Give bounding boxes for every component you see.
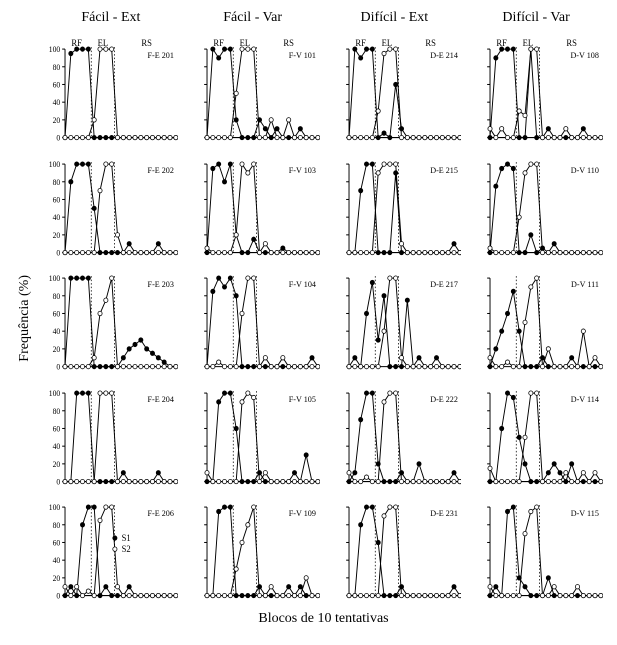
svg-text:60: 60 [53,195,61,204]
svg-text:EL: EL [98,38,109,48]
panel: F-V 103 [186,150,320,259]
svg-text:0: 0 [56,363,60,372]
svg-text:0: 0 [56,592,60,601]
svg-text:0: 0 [56,133,60,142]
svg-text:RS: RS [425,38,436,48]
svg-text:100: 100 [49,389,61,398]
panel: F-V 105 [186,379,320,488]
panel: D-V 110 [469,150,603,259]
svg-text:F-E 203: F-E 203 [148,280,174,289]
panel: F-V 104 [186,264,320,373]
panel: RFELRSD-V 108 [469,35,603,144]
svg-text:F-V 101: F-V 101 [289,51,316,60]
svg-text:EL: EL [239,38,250,48]
svg-text:F-E 204: F-E 204 [148,395,175,404]
svg-text:EL: EL [523,38,534,48]
svg-text:100: 100 [49,503,61,512]
svg-text:20: 20 [53,230,61,239]
panel: 0 20 40 60 80 100 F-E 202 [44,150,178,259]
svg-text:RS: RS [141,38,152,48]
svg-text:RS: RS [283,38,294,48]
col-header: Fácil - Ext [40,10,182,32]
svg-text:40: 40 [53,327,61,336]
svg-text:S1: S1 [122,533,131,543]
panel: 020406080100RFELRSF-E 201 [44,35,178,144]
panel: F-V 109 [186,493,320,602]
panel: D-E 215 [328,150,462,259]
svg-text:F-V 105: F-V 105 [289,395,316,404]
panel: RF EL RS F-V 101 [186,35,320,144]
y-axis-label: Frequência (%) [17,275,33,362]
svg-text:D-V 111: D-V 111 [571,280,599,289]
panel: 0 20 40 60 80 100 F-E 204 [44,379,178,488]
panel: 0 20 40 60 80 100 F-E 203 [44,264,178,373]
svg-text:F-E 206: F-E 206 [148,509,174,518]
svg-text:80: 80 [53,177,61,186]
col-header: Difícil - Ext [324,10,466,32]
svg-text:F-V 103: F-V 103 [289,166,316,175]
svg-text:60: 60 [53,424,61,433]
svg-text:RS: RS [567,38,578,48]
svg-text:80: 80 [53,292,61,301]
svg-text:D-V 110: D-V 110 [571,166,599,175]
svg-text:100: 100 [49,160,61,169]
panel: RF EL RS D-E 214 [328,35,462,144]
svg-text:0: 0 [56,248,60,257]
svg-text:20: 20 [53,116,61,125]
svg-text:D-V 114: D-V 114 [571,395,600,404]
panel: D-V 114 [469,379,603,488]
panel: D-V 115 [469,493,603,602]
panel: D-E 217 [328,264,462,373]
x-axis-label: Blocos de 10 tentativas [40,605,607,630]
svg-text:20: 20 [53,460,61,469]
svg-text:100: 100 [49,45,61,54]
col-header: Difícil - Var [465,10,607,32]
svg-text:80: 80 [53,521,61,530]
svg-text:20: 20 [53,574,61,583]
svg-text:60: 60 [53,539,61,548]
panel: D-V 111 [469,264,603,373]
svg-text:80: 80 [53,63,61,72]
svg-text:D-E 231: D-E 231 [430,509,458,518]
svg-text:60: 60 [53,310,61,319]
svg-text:60: 60 [53,80,61,89]
svg-text:S2: S2 [122,544,131,554]
panel: D-E 231 [328,493,462,602]
svg-text:20: 20 [53,345,61,354]
svg-text:D-E 215: D-E 215 [430,166,458,175]
svg-text:D-E 217: D-E 217 [430,280,458,289]
svg-text:0: 0 [56,477,60,486]
svg-text:F-V 104: F-V 104 [289,280,317,289]
svg-text:F-E 201: F-E 201 [148,51,174,60]
col-header: Fácil - Var [182,10,324,32]
svg-text:D-E 222: D-E 222 [430,395,458,404]
svg-text:40: 40 [53,556,61,565]
svg-text:D-V 115: D-V 115 [571,509,599,518]
svg-text:D-V 108: D-V 108 [571,51,599,60]
svg-text:40: 40 [53,213,61,222]
svg-text:100: 100 [49,274,61,283]
svg-text:EL: EL [381,38,392,48]
svg-text:F-V 109: F-V 109 [289,509,316,518]
panel: D-E 222 [328,379,462,488]
svg-text:80: 80 [53,406,61,415]
svg-text:RF: RF [213,38,224,48]
svg-text:F-E 202: F-E 202 [148,166,174,175]
svg-text:D-E 214: D-E 214 [430,51,459,60]
svg-text:40: 40 [53,98,61,107]
panel: 0 20 40 60 80 100 F-E 206 S1S2 [44,493,178,602]
svg-text:RF: RF [355,38,366,48]
svg-text:40: 40 [53,442,61,451]
chart-grid: Frequência (%) Blocos de 10 tentativas F… [10,10,607,630]
